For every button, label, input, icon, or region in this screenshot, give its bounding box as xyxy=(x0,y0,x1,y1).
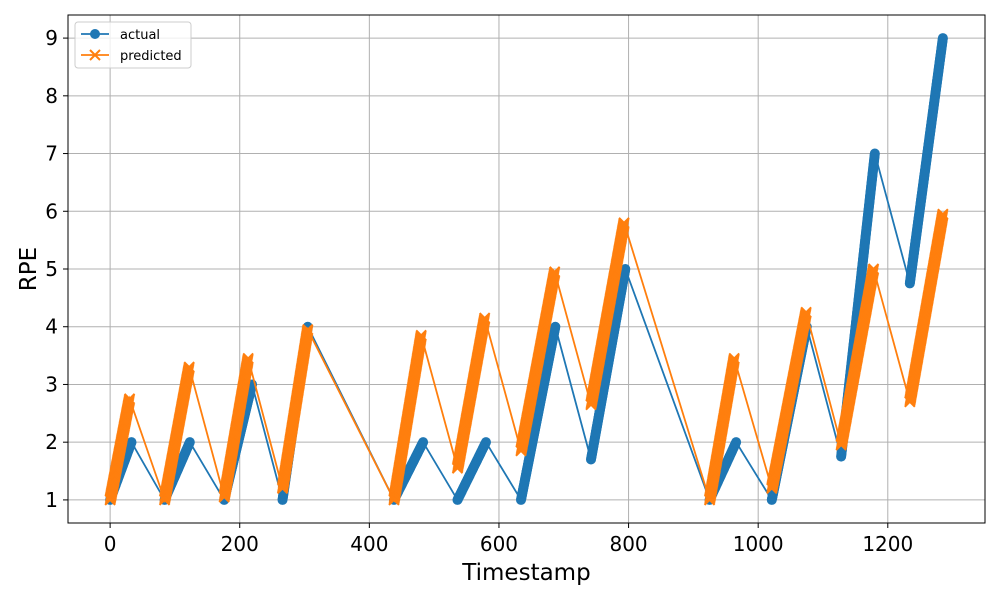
ramp-segment xyxy=(158,361,195,506)
data-point xyxy=(183,361,195,373)
legend-label: predicted xyxy=(120,49,182,64)
x-tick-label: 0 xyxy=(104,532,117,556)
data-point xyxy=(478,312,491,324)
legend: actual predicted xyxy=(74,21,192,69)
ramp-segment xyxy=(388,329,427,506)
x-tick-label: 1000 xyxy=(733,532,784,556)
ramp-segment xyxy=(515,321,561,505)
x-axis-label: Timestamp xyxy=(461,560,590,586)
ramp-segment xyxy=(585,217,630,411)
x-tick-label: 200 xyxy=(221,532,259,556)
ramp-segment xyxy=(585,264,631,465)
data-point xyxy=(415,329,427,342)
ramp-segment xyxy=(276,323,314,495)
legend-label: actual xyxy=(120,28,160,43)
tick-layer: 0 200 400 600 800 1000 1200 1 2 3 4 5 6 7 8 9 xyxy=(45,26,913,556)
x-tick-label: 600 xyxy=(480,532,518,556)
y-tick-label: 6 xyxy=(45,199,58,223)
ramp-segment xyxy=(515,266,561,457)
data-point xyxy=(302,323,314,336)
series-line xyxy=(109,214,944,504)
data-point xyxy=(126,437,137,448)
data-point xyxy=(869,148,880,159)
legend-item-actual: actual xyxy=(81,28,160,43)
ramp-segment xyxy=(703,352,740,506)
x-tick-label: 800 xyxy=(609,532,647,556)
ramp-segment xyxy=(104,393,136,506)
x-tick-label: 1200 xyxy=(862,532,913,556)
data-point xyxy=(550,321,561,332)
ramp-segment xyxy=(766,306,812,495)
data-point xyxy=(89,49,101,61)
data-point xyxy=(123,393,136,405)
ramp-segment xyxy=(904,208,949,408)
data-point xyxy=(937,208,949,220)
y-tick-label: 7 xyxy=(45,142,58,166)
ramp-segment xyxy=(218,352,254,503)
data-point xyxy=(731,437,742,448)
series-predicted xyxy=(104,208,949,506)
data-point xyxy=(418,437,429,448)
y-tick-label: 4 xyxy=(45,315,58,339)
y-tick-label: 5 xyxy=(45,257,58,281)
data-point xyxy=(480,437,491,448)
y-tick-label: 1 xyxy=(45,488,58,512)
y-tick-label: 3 xyxy=(45,372,58,396)
ramp-segment xyxy=(451,312,491,474)
data-point xyxy=(242,352,254,365)
data-point xyxy=(867,263,880,275)
data-point xyxy=(937,33,948,44)
y-tick-label: 9 xyxy=(45,26,58,50)
data-point xyxy=(618,217,630,229)
data-point xyxy=(800,306,812,319)
series-layer xyxy=(104,33,949,506)
ramp-segment xyxy=(835,263,880,451)
x-tick-label: 400 xyxy=(350,532,388,556)
y-axis-label: RPE xyxy=(16,247,42,291)
ramp-segment xyxy=(452,437,491,505)
grid-lines xyxy=(68,15,985,523)
data-point xyxy=(184,437,195,448)
y-tick-label: 2 xyxy=(45,430,58,454)
data-point xyxy=(728,352,740,365)
series-line xyxy=(109,37,944,503)
ramp-segment xyxy=(904,33,948,289)
data-point xyxy=(90,29,100,39)
legend-item-predicted: predicted xyxy=(81,49,182,64)
data-point xyxy=(620,264,631,274)
data-point xyxy=(548,266,561,278)
y-tick-label: 8 xyxy=(45,84,58,108)
